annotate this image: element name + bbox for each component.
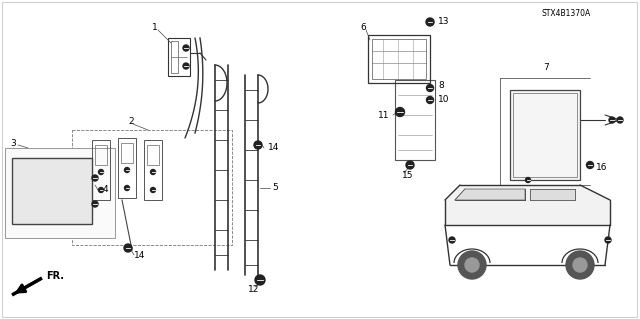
Polygon shape: [455, 189, 525, 200]
Circle shape: [92, 201, 98, 207]
Bar: [144, 140, 162, 200]
Circle shape: [92, 175, 98, 181]
Text: 16: 16: [596, 164, 607, 173]
Text: 15: 15: [402, 170, 413, 180]
Circle shape: [449, 237, 455, 243]
Circle shape: [254, 141, 262, 149]
Circle shape: [124, 244, 132, 252]
Bar: [168, 38, 190, 76]
Text: 10: 10: [438, 95, 449, 105]
Circle shape: [125, 167, 129, 173]
Text: 6: 6: [360, 24, 365, 33]
Text: 13: 13: [438, 18, 449, 26]
Circle shape: [586, 161, 593, 168]
Text: 5: 5: [272, 183, 278, 192]
Circle shape: [426, 85, 433, 92]
Circle shape: [150, 188, 156, 192]
Bar: [5, 148, 115, 238]
Text: 3: 3: [10, 138, 16, 147]
Text: 12: 12: [248, 286, 259, 294]
Text: 8: 8: [438, 81, 444, 91]
Text: 11: 11: [378, 110, 390, 120]
Text: 2: 2: [128, 117, 134, 127]
Text: 4: 4: [103, 186, 109, 195]
Bar: [510, 90, 580, 180]
Bar: [12, 158, 92, 224]
Circle shape: [525, 177, 531, 182]
Circle shape: [573, 258, 587, 272]
Circle shape: [566, 251, 594, 279]
Text: 7: 7: [543, 63, 548, 72]
Bar: [118, 138, 136, 198]
Circle shape: [406, 161, 414, 169]
Circle shape: [396, 108, 404, 116]
Circle shape: [183, 45, 189, 51]
Circle shape: [426, 18, 434, 26]
Circle shape: [99, 169, 104, 174]
Bar: [513, 93, 577, 177]
Bar: [95, 145, 107, 165]
Text: 14: 14: [268, 144, 280, 152]
Bar: [72, 130, 232, 245]
Circle shape: [125, 186, 129, 190]
Circle shape: [183, 63, 189, 69]
Text: STX4B1370A: STX4B1370A: [542, 9, 591, 18]
Bar: [92, 140, 110, 200]
Bar: [368, 35, 430, 83]
Circle shape: [426, 97, 433, 103]
Circle shape: [609, 117, 615, 123]
Bar: [121, 143, 133, 163]
Circle shape: [150, 169, 156, 174]
Circle shape: [465, 258, 479, 272]
Text: FR.: FR.: [46, 271, 64, 281]
Bar: [395, 80, 435, 160]
Circle shape: [458, 251, 486, 279]
Text: 1: 1: [152, 24, 157, 33]
Bar: [147, 145, 159, 165]
Polygon shape: [530, 189, 575, 200]
Bar: [372, 39, 426, 79]
Bar: [171, 41, 178, 73]
Circle shape: [617, 117, 623, 123]
Text: 14: 14: [134, 250, 145, 259]
Circle shape: [99, 188, 104, 192]
Polygon shape: [445, 185, 610, 225]
Circle shape: [255, 275, 265, 285]
Circle shape: [605, 237, 611, 243]
